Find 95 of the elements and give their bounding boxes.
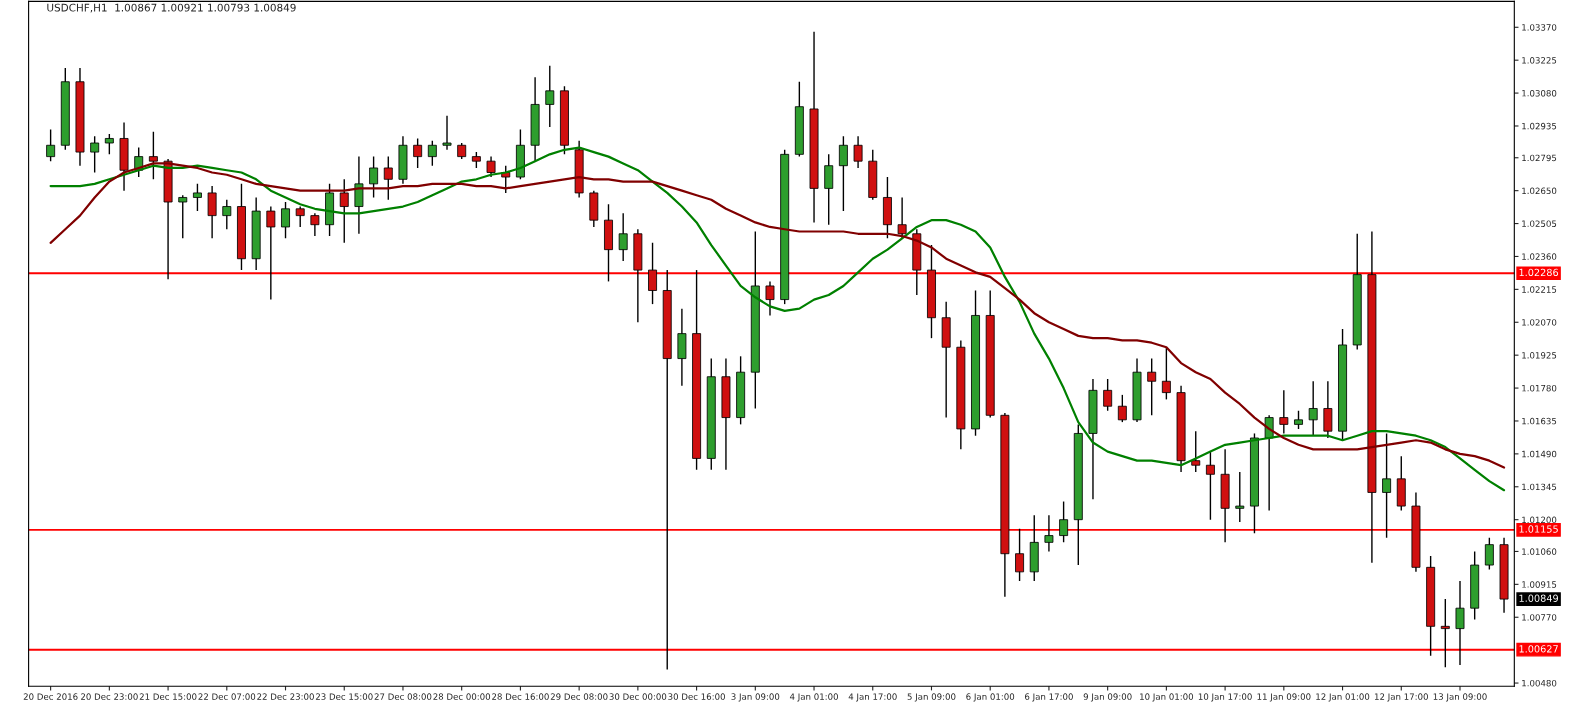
candlestick [281, 201, 290, 240]
x-tick-label: 30 Dec 00:00 [609, 693, 667, 700]
x-tick-label: 20 Dec 2016 [23, 693, 78, 700]
x-tick-label: 10 Jan 01:00 [1140, 693, 1194, 702]
candlestick [1205, 450, 1215, 521]
y-tick-label: 1.02215 [1522, 286, 1557, 293]
text: 1.00849 [1519, 594, 1558, 602]
candlestick [427, 140, 437, 167]
candlestick [1323, 380, 1333, 439]
x-tick-label: 22 Dec 07:00 [198, 693, 256, 700]
candlestick [1147, 357, 1157, 416]
candlestick [266, 205, 276, 301]
candlestick [310, 212, 320, 237]
x-tick-label: 9 Jan 09:00 [1083, 693, 1132, 702]
candlestick [853, 135, 863, 169]
candlestick [1455, 580, 1465, 666]
y-tick-label: 1.00770 [1522, 614, 1557, 621]
ref-line-label: 1.00627 [1519, 645, 1558, 653]
x-tick-label: 4 Jan 01:00 [789, 693, 838, 702]
y-tick-label: 1.01345 [1522, 483, 1557, 491]
ref-line-label: 1.01155 [1519, 525, 1558, 533]
y-tick-label: 1.02650 [1522, 187, 1557, 195]
y-tick-label: 1.03370 [1522, 24, 1557, 31]
y-tick-label: 1.01060 [1522, 548, 1557, 555]
candlestick [413, 137, 423, 169]
x-tick-label: 3 Jan 09:00 [731, 693, 780, 702]
y-tick-label: 1.02935 [1522, 122, 1557, 130]
candlestick [1191, 430, 1201, 473]
candlestick [1103, 378, 1113, 412]
candlestick [1382, 432, 1392, 539]
y-tick-label: 1.01200 [1522, 516, 1557, 524]
candlestick [295, 205, 305, 228]
y-tick-label: 1.01490 [1522, 450, 1557, 458]
x-tick-label: 22 Dec 23:00 [257, 693, 314, 700]
x-tick-label: 20 Dec 23:00 [81, 693, 138, 700]
candlestick [648, 242, 657, 305]
candlestick [192, 183, 202, 212]
candlestick [1235, 471, 1245, 523]
candlestick [1308, 380, 1318, 437]
ref-line-label: 1.02286 [1519, 268, 1559, 277]
candlestick [1294, 410, 1303, 430]
y-tick-label: 1.02070 [1522, 319, 1557, 326]
x-tick-label: 30 Dec 16:00 [668, 693, 725, 700]
candlestick [1279, 389, 1289, 435]
x-tick-label: 11 Jan 09:00 [1257, 693, 1311, 702]
candlestick [369, 155, 379, 199]
candlestick [148, 130, 158, 181]
y-tick-label: 1.00480 [1522, 679, 1557, 687]
chart-title: USDCHF,H1 1.00867 1.00921 1.00793 1.00849 [47, 3, 296, 13]
candlestick [765, 280, 775, 317]
candlestick [1161, 346, 1171, 401]
x-tick-label: 28 Dec 16:00 [492, 693, 549, 700]
candlestick [90, 135, 100, 174]
candlestick [178, 194, 188, 240]
y-tick-label: 1.01925 [1522, 352, 1557, 359]
y-tick-label: 1.02505 [1522, 220, 1557, 227]
candlestick [339, 178, 349, 244]
x-tick-label: 6 Jan 01:00 [966, 693, 1015, 702]
x-tick-label: 4 Jan 17:00 [848, 693, 897, 702]
x-tick-label: 13 Jan 09:00 [1433, 693, 1487, 702]
candlestick [383, 155, 393, 201]
candlestick [838, 135, 848, 212]
candlestick [207, 185, 217, 240]
candlestick [1440, 598, 1450, 668]
candlestick [1059, 500, 1069, 544]
candlestick [222, 199, 232, 230]
candlestick [1484, 537, 1494, 571]
y-tick-label: 1.00915 [1522, 581, 1557, 588]
candlestick [1117, 394, 1127, 423]
y-tick-label: 1.02360 [1522, 253, 1557, 260]
x-tick-label: 29 Dec 08:00 [550, 693, 608, 700]
x-tick-label: 28 Dec 00:00 [433, 693, 491, 700]
candlestick [46, 128, 56, 162]
x-tick-label: 27 Dec 08:00 [374, 693, 432, 700]
y-tick-label: 1.03225 [1522, 57, 1557, 64]
x-tick-label: 5 Jan 09:00 [907, 693, 956, 702]
candlestick [618, 212, 628, 262]
x-tick-label: 12 Jan 01:00 [1316, 693, 1370, 702]
candlestick [104, 133, 114, 156]
candlestick [442, 115, 452, 151]
candlestick [354, 155, 364, 235]
y-tick-label: 1.02795 [1522, 154, 1557, 162]
candlestick [545, 65, 555, 128]
y-tick-label: 1.03080 [1522, 89, 1557, 97]
candlestick [1015, 528, 1025, 582]
x-tick-label: 21 Dec 15:00 [139, 693, 197, 700]
candlestick [824, 153, 834, 226]
x-tick-label: 12 Jan 17:00 [1374, 693, 1428, 702]
y-tick-label: 1.01635 [1522, 417, 1557, 425]
candlestick [486, 155, 496, 178]
x-tick-label: 10 Jan 17:00 [1198, 693, 1252, 702]
x-tick-label: 23 Dec 15:00 [315, 693, 373, 700]
candlestick [1044, 514, 1054, 553]
x-tick-label: 6 Jan 17:00 [1025, 693, 1073, 702]
y-tick-label: 1.01780 [1522, 384, 1557, 392]
